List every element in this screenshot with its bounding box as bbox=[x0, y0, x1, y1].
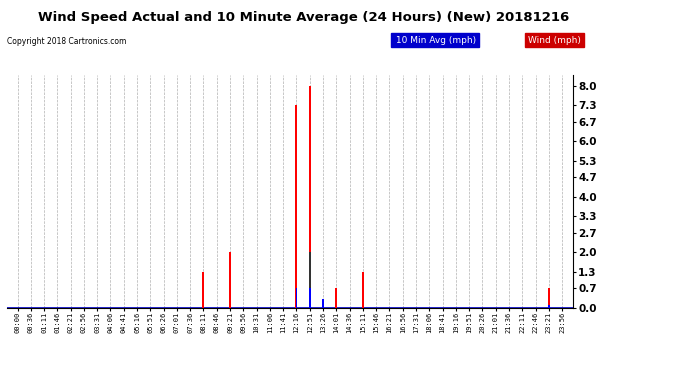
Bar bbox=[229, 252, 231, 308]
Bar bbox=[362, 272, 364, 308]
Bar bbox=[308, 252, 310, 308]
Bar bbox=[295, 105, 297, 308]
Bar bbox=[548, 288, 550, 308]
Bar bbox=[202, 288, 204, 308]
Text: Wind (mph): Wind (mph) bbox=[528, 36, 581, 45]
Bar bbox=[362, 272, 364, 308]
Bar bbox=[202, 272, 204, 308]
Bar bbox=[322, 299, 324, 307]
Bar bbox=[295, 288, 297, 308]
Bar bbox=[548, 288, 550, 308]
Text: Copyright 2018 Cartronics.com: Copyright 2018 Cartronics.com bbox=[7, 38, 126, 46]
Text: Wind Speed Actual and 10 Minute Average (24 Hours) (New) 20181216: Wind Speed Actual and 10 Minute Average … bbox=[38, 11, 569, 24]
Bar bbox=[335, 288, 337, 308]
Bar bbox=[308, 86, 310, 308]
Bar bbox=[309, 288, 310, 308]
Text: 10 Min Avg (mph): 10 Min Avg (mph) bbox=[393, 36, 476, 45]
Bar bbox=[548, 305, 550, 308]
